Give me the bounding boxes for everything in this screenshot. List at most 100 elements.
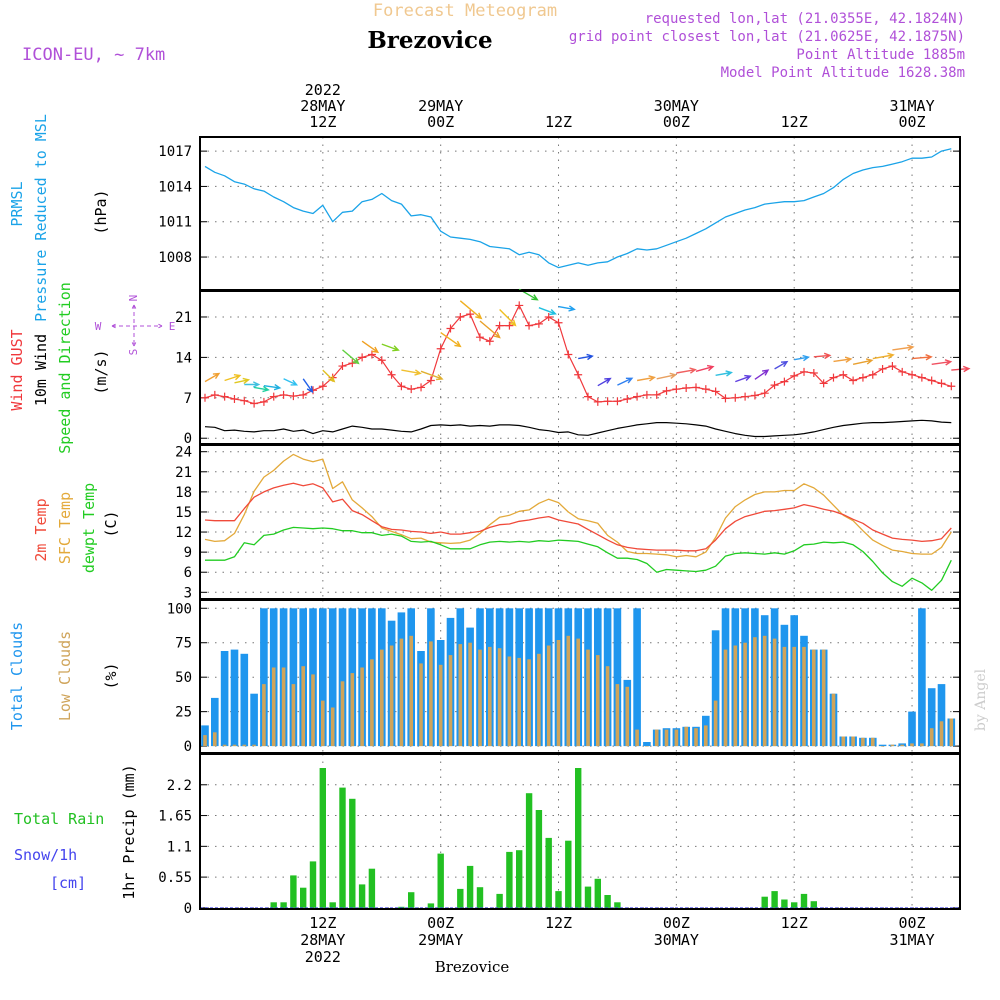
low-cloud-bar	[782, 646, 787, 747]
low-cloud-bar	[929, 728, 934, 747]
rain-bar	[290, 875, 297, 908]
bottom-time-label: 00Z	[427, 914, 454, 932]
wind-direction-arrow	[833, 356, 853, 363]
temp-ytick-label: 12	[175, 525, 192, 541]
clouds-panel: 0 25 50 75 100 Total Clouds Low Clouds (%)	[8, 599, 961, 755]
wind-gust-marker	[701, 385, 710, 394]
cloud-ytick-label: 100	[167, 601, 192, 617]
wind-gust-marker	[849, 376, 858, 385]
low-cloud-bar	[713, 700, 718, 747]
point-altitude: Point Altitude 1885m	[796, 47, 965, 63]
low-cloud-bar	[321, 700, 325, 747]
wind-gust-marker	[839, 370, 848, 379]
top-time-label: 28MAY	[300, 97, 345, 115]
pressure-ytick-label: 1017	[158, 144, 192, 160]
low-cloud-bar	[419, 663, 423, 747]
wind-direction-arrow	[872, 352, 895, 360]
low-cloud-bar	[311, 674, 315, 747]
wind-ytick-label: 21	[175, 310, 192, 326]
wind-gust-marker	[250, 399, 259, 408]
wind-direction-arrow	[381, 343, 400, 352]
wind-direction-arrow	[754, 369, 770, 380]
wind-direction-arrow	[597, 377, 612, 387]
total-clouds-label: Total Clouds	[8, 622, 26, 730]
wind-gust-marker	[829, 373, 838, 382]
rain-bar	[604, 895, 611, 908]
low-cloud-bar	[448, 655, 453, 747]
rain-bar	[319, 768, 326, 908]
dewpt-temp-line	[205, 526, 952, 591]
precip-ytick-label: 2.2	[167, 778, 192, 794]
top-time-label: 12Z	[309, 113, 336, 131]
meteogram-panels: 1008 1011 1014 1017 PRMSL Pressure Reduced to…	[8, 114, 971, 917]
rain-bar	[368, 868, 376, 908]
rain-bar	[516, 850, 523, 908]
wind-gust-marker	[800, 367, 809, 376]
total-cloud-bar	[230, 649, 239, 747]
rain-bar	[594, 878, 601, 908]
wind-gust-marker	[475, 333, 484, 342]
wind-gust-marker	[554, 318, 563, 327]
total-cloud-bar	[319, 608, 327, 747]
rain-bar	[329, 902, 336, 908]
wind-gust-marker	[642, 390, 651, 399]
wind-direction-arrow	[852, 358, 874, 365]
low-cloud-bar	[723, 649, 728, 747]
low-cloud-bar	[890, 744, 895, 747]
rain-bar	[545, 837, 552, 908]
low-cloud-bar	[939, 721, 944, 747]
wind-gust-marker	[574, 370, 583, 379]
low-cloud-bar	[654, 729, 659, 747]
wind-direction-arrow	[361, 340, 380, 354]
wind-direction-arrow	[342, 349, 360, 365]
wind-gust-marker	[908, 370, 917, 379]
low-cloud-bar	[262, 684, 266, 747]
low-cloud-bar	[635, 729, 639, 747]
rain-bar	[339, 787, 346, 908]
wind-gust-marker	[888, 362, 897, 371]
wind-direction-arrow	[253, 385, 270, 393]
wind-gust-marker	[417, 383, 426, 392]
top-time-label: 2022	[305, 81, 341, 99]
bottom-time-label: 29MAY	[418, 931, 463, 949]
low-cloud-bar	[203, 735, 207, 747]
low-cloud-bar	[625, 686, 630, 747]
wind-direction-arrow	[234, 377, 251, 385]
compass-w: W	[95, 320, 102, 333]
total-cloud-bar	[260, 608, 268, 747]
low-cloud-bar	[753, 637, 757, 747]
wind-direction-arrow	[695, 364, 715, 372]
low-cloud-bar	[910, 743, 914, 747]
low-cloud-bar	[350, 673, 355, 747]
low-cloud-bar	[733, 645, 738, 747]
low-cloud-bar	[645, 746, 649, 747]
rain-bar	[535, 810, 543, 908]
bottom-time-label: 30MAY	[654, 931, 699, 949]
wind-gust-marker	[623, 394, 632, 403]
rain-bar	[300, 887, 307, 908]
temp-ytick-label: 18	[175, 485, 192, 501]
rain-bar	[575, 768, 582, 908]
top-time-label: 00Z	[663, 113, 690, 131]
wind-gust-marker	[878, 364, 887, 373]
low-cloud-bar	[615, 684, 620, 747]
low-cloud-bar	[576, 638, 580, 747]
rain-bar	[781, 899, 788, 908]
low-cloud-bar	[478, 649, 482, 747]
wind-gust-marker	[505, 321, 514, 330]
total-rain-label: Total Rain	[14, 810, 104, 828]
rain-bar	[555, 891, 562, 908]
low-cloud-bar	[596, 655, 600, 747]
wind-gust-line	[204, 304, 952, 405]
low-cloud-bar	[812, 649, 816, 747]
low-cloud-bar	[242, 744, 247, 747]
rain-bar	[761, 896, 768, 908]
wind-gust-marker	[927, 376, 936, 385]
low-cloud-bar	[792, 646, 796, 747]
low-cloud-bar	[399, 638, 404, 747]
low-cloud-bar	[281, 667, 286, 747]
wind-direction-arrow	[774, 360, 789, 370]
wind-gust-marker	[279, 390, 288, 399]
wind-gust-marker	[436, 344, 445, 353]
